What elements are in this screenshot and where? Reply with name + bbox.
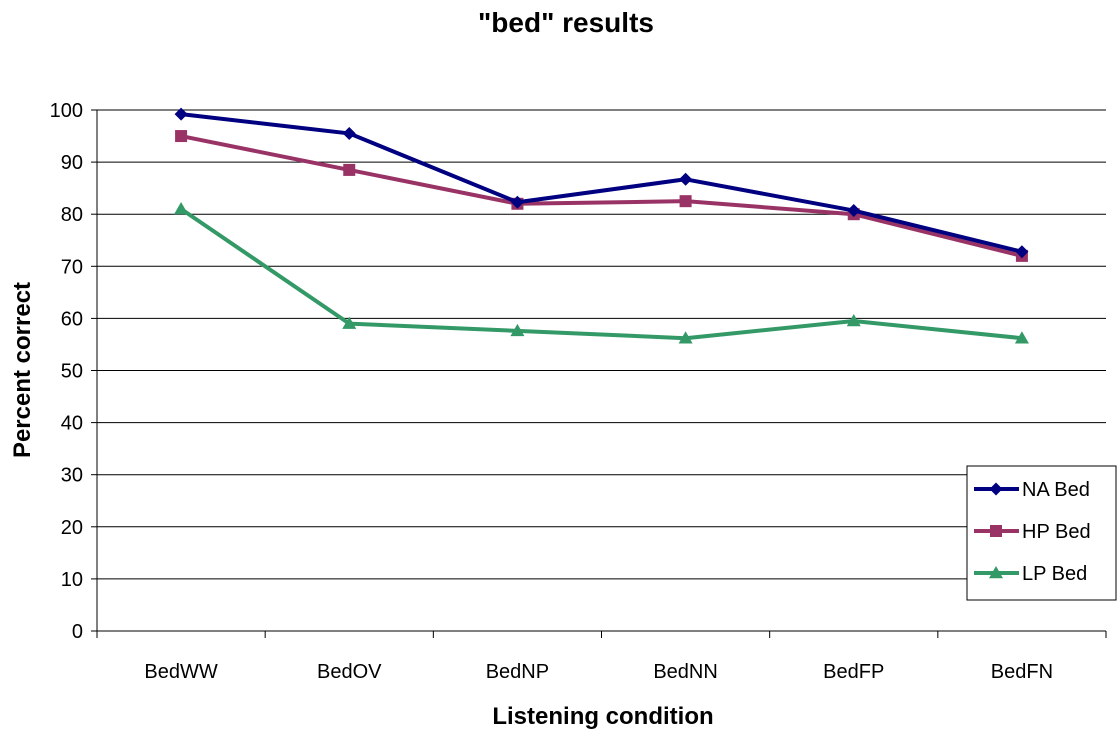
- data-point-na-bed: [847, 204, 861, 218]
- data-point-na-bed: [679, 172, 693, 186]
- y-tick-label: 90: [61, 152, 83, 174]
- y-tick-label: 40: [61, 413, 83, 435]
- series-hp-bed: [175, 130, 1028, 262]
- x-tick-labels: BedWW BedOV BedNP BedNN BedFP BedFN: [144, 661, 1053, 683]
- y-tick-label: 70: [61, 256, 83, 278]
- data-point-hp-bed: [679, 195, 692, 208]
- legend-label-lp-bed: LP Bed: [1022, 563, 1087, 585]
- x-tick-label: BedNN: [653, 661, 717, 683]
- y-tick-labels: 0 10 20 30 40 50 60 70 80 90 100: [50, 100, 83, 643]
- x-tick-label: BedFP: [823, 661, 884, 683]
- x-axis-title: Listening condition: [492, 703, 713, 730]
- y-tick-label: 80: [61, 204, 83, 226]
- y-tick-label: 60: [61, 308, 83, 330]
- y-tick-label: 10: [61, 569, 83, 591]
- data-point-na-bed: [342, 126, 356, 140]
- data-point-na-bed: [1015, 245, 1029, 259]
- data-point-lp-bed: [846, 314, 861, 327]
- data-point-lp-bed: [174, 201, 189, 215]
- series-line-lp-bed: [179, 207, 1023, 341]
- series-lp-bed: [174, 201, 1029, 344]
- series-na-bed: [174, 107, 1029, 259]
- x-tick-label: BedFN: [991, 661, 1053, 683]
- legend-label-na-bed: NA Bed: [1022, 479, 1090, 501]
- x-tick-label: BedOV: [317, 661, 382, 683]
- data-point-lp-bed: [342, 316, 357, 329]
- legend: NA Bed HP Bed LP Bed: [966, 465, 1117, 601]
- y-tick-label: 100: [50, 100, 83, 122]
- legend-marker-lp-bed: [989, 566, 1003, 579]
- series-line-hp-bed: [180, 134, 1023, 258]
- legend-marker-hp-bed: [990, 525, 1002, 537]
- gridlines: [97, 109, 1106, 580]
- y-tick-label: 50: [61, 361, 83, 383]
- data-point-hp-bed: [343, 163, 356, 176]
- data-point-lp-bed: [510, 323, 525, 337]
- y-tick-label: 0: [72, 621, 83, 643]
- data-point-na-bed: [510, 195, 524, 209]
- axes: [91, 109, 1107, 638]
- data-point-lp-bed: [1014, 331, 1029, 344]
- x-tick-label: BedNP: [486, 661, 549, 683]
- y-tick-label: 20: [61, 517, 83, 539]
- series-line-na-bed: [180, 112, 1023, 254]
- x-tick-label: BedWW: [144, 661, 217, 683]
- legend-marker-na-bed: [989, 482, 1003, 496]
- chart-title: "bed" results: [478, 7, 654, 38]
- data-point-lp-bed: [678, 331, 693, 344]
- series-group: [174, 107, 1029, 344]
- legend-label-hp-bed: HP Bed: [1022, 521, 1091, 543]
- y-axis-title: Percent correct: [9, 282, 36, 458]
- data-point-na-bed: [174, 107, 188, 121]
- y-tick-label: 30: [61, 465, 83, 487]
- data-point-hp-bed: [175, 130, 188, 143]
